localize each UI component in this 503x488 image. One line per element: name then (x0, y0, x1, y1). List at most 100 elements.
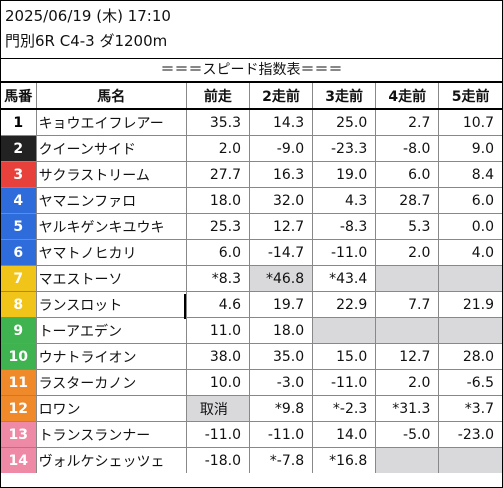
table-row: 2 クイーンサイド 2.0 -9.0 -23.3 -8.0 9.0 (1, 135, 502, 162)
speed-index-cell: *-2.3 (312, 395, 377, 422)
table-row: 10 ウナトライオン 38.0 35.0 15.0 12.7 28.0 (1, 343, 502, 370)
speed-index-cell: -11.0 (185, 421, 250, 448)
horse-number: 2 (1, 135, 37, 162)
speed-index-cell: 25.3 (185, 213, 250, 240)
table-row: 3 サクラストリーム 27.7 16.3 19.0 6.0 8.4 (1, 161, 502, 188)
table-row: 12 ロワン 取消 *9.8 *-2.3 *31.3 *3.7 (1, 395, 502, 422)
speed-index-cell (438, 265, 502, 292)
speed-index-cell (438, 447, 502, 473)
speed-index-cell: -11.0 (312, 239, 377, 266)
speed-index-cell: 18.0 (248, 317, 314, 344)
column-header: 前走 (185, 81, 250, 110)
speed-index-cell: *-7.8 (248, 447, 314, 473)
horse-name: トーアエデン (35, 317, 187, 344)
horse-name: ウナトライオン (35, 343, 187, 370)
speed-index-cell: 19.7 (248, 291, 314, 318)
speed-index-cell: -23.3 (312, 135, 377, 162)
speed-index-cell: 18.0 (185, 187, 250, 214)
speed-index-cell: 4.6 (185, 291, 250, 318)
speed-index-cell: 28.7 (375, 187, 440, 214)
speed-index-cell: -11.0 (312, 369, 377, 396)
horse-name: クイーンサイド (35, 135, 187, 162)
speed-index-cell: -8.3 (312, 213, 377, 240)
speed-index-cell (312, 317, 377, 344)
horse-name: ヤルキゲンキユウキ (35, 213, 187, 240)
speed-index-cell: 10.7 (438, 108, 502, 136)
horse-name: ヤマトノヒカリ (35, 239, 187, 266)
speed-index-cell (375, 447, 440, 473)
horse-number: 11 (1, 369, 37, 396)
speed-index-cell (375, 265, 440, 292)
speed-index-cell (438, 317, 502, 344)
speed-index-cell: 27.7 (185, 161, 250, 188)
speed-index-cell: 2.0 (185, 135, 250, 162)
horse-name: キョウエイフレアー (35, 108, 187, 136)
speed-index-cell: 12.7 (375, 343, 440, 370)
speed-index-cell: *16.8 (312, 447, 377, 473)
speed-index-cell: 5.3 (375, 213, 440, 240)
speed-index-cell: *9.8 (248, 395, 314, 422)
horse-name: ランスロット (35, 291, 187, 318)
speed-index-cell: 4.0 (438, 239, 502, 266)
speed-index-cell: 0.0 (438, 213, 502, 240)
speed-index-cell: -6.5 (438, 369, 502, 396)
horse-number: 10 (1, 343, 37, 370)
column-header: 馬名 (35, 81, 187, 110)
speed-index-cell: *8.3 (185, 265, 250, 292)
speed-index-cell: 6.0 (375, 161, 440, 188)
speed-index-cell: 2.0 (375, 369, 440, 396)
text-cursor (184, 294, 186, 319)
speed-index-cell: 38.0 (185, 343, 250, 370)
horse-number: 7 (1, 265, 37, 292)
speed-index-cell: -8.0 (375, 135, 440, 162)
speed-index-cell: 6.0 (185, 239, 250, 266)
table-row: 4 ヤマニンファロ 18.0 32.0 4.3 28.7 6.0 (1, 187, 502, 214)
speed-index-cell: -18.0 (185, 447, 250, 473)
horse-number: 1 (1, 108, 37, 136)
speed-index-cell: -14.7 (248, 239, 314, 266)
horse-name: ヴォルケシェッツェ (35, 447, 187, 473)
table-row: 6 ヤマトノヒカリ 6.0 -14.7 -11.0 2.0 4.0 (1, 239, 502, 266)
table-row: 7 マエストーソ *8.3 *46.8 *43.4 (1, 265, 502, 292)
horse-number: 4 (1, 187, 37, 214)
column-header: 馬番 (1, 81, 37, 110)
speed-index-cell: 35.0 (248, 343, 314, 370)
horse-number: 3 (1, 161, 37, 188)
horse-number: 6 (1, 239, 37, 266)
horse-number: 13 (1, 421, 37, 448)
speed-index-cell: *46.8 (248, 265, 314, 292)
horse-number: 14 (1, 447, 37, 473)
horse-name: サクラストリーム (35, 161, 187, 188)
speed-index-cell: -5.0 (375, 421, 440, 448)
table-row: 9 トーアエデン 11.0 18.0 (1, 317, 502, 344)
speed-index-cell: 16.3 (248, 161, 314, 188)
column-header: 5走前 (438, 81, 502, 110)
table-row: 14 ヴォルケシェッツェ -18.0 *-7.8 *16.8 (1, 447, 502, 473)
speed-index-cell: 15.0 (312, 343, 377, 370)
table-row: 13 トランスランナー -11.0 -11.0 14.0 -5.0 -23.0 (1, 421, 502, 448)
speed-index-cell: 9.0 (438, 135, 502, 162)
speed-index-cell: 19.0 (312, 161, 377, 188)
horse-number: 9 (1, 317, 37, 344)
horse-number: 5 (1, 213, 37, 240)
speed-index-cell: -3.0 (248, 369, 314, 396)
speed-index-cell: 28.0 (438, 343, 502, 370)
race-datetime: 2025/06/19 (木) 17:10 (5, 7, 171, 25)
speed-index-cell: 32.0 (248, 187, 314, 214)
speed-index-cell: 2.7 (375, 108, 440, 136)
speed-index-cell: 7.7 (375, 291, 440, 318)
horse-name: ヤマニンファロ (35, 187, 187, 214)
speed-index-cell: 35.3 (185, 108, 250, 136)
table-row: 5 ヤルキゲンキユウキ 25.3 12.7 -8.3 5.3 0.0 (1, 213, 502, 240)
speed-index-cell: 12.7 (248, 213, 314, 240)
speed-index-cell: 11.0 (185, 317, 250, 344)
horse-name: マエストーソ (35, 265, 187, 292)
horse-name: トランスランナー (35, 421, 187, 448)
speed-index-cell: 14.0 (312, 421, 377, 448)
speed-index-cell: 8.4 (438, 161, 502, 188)
table-row: 11 ラスターカノン 10.0 -3.0 -11.0 2.0 -6.5 (1, 369, 502, 396)
horse-name: ラスターカノン (35, 369, 187, 396)
table-title: ＝＝＝スピード指数表＝＝＝ (1, 58, 502, 81)
table-row: 1 キョウエイフレアー 35.3 14.3 25.0 2.7 10.7 (1, 108, 502, 136)
